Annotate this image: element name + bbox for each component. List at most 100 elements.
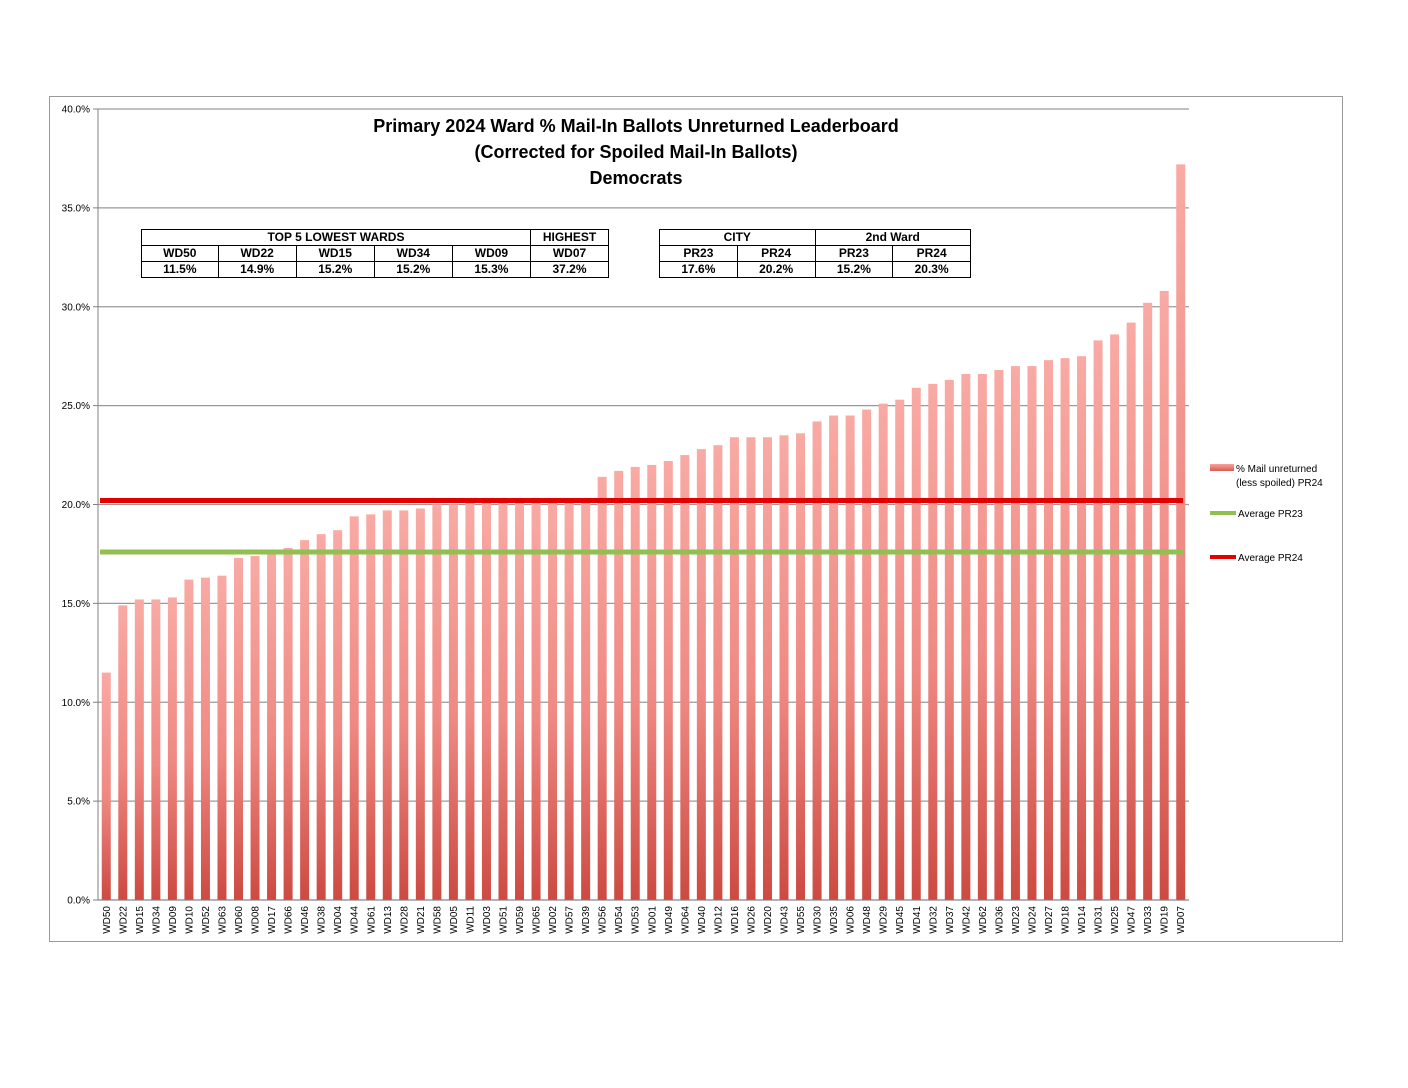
legend-label: Average PR23 bbox=[1238, 509, 1303, 520]
bar bbox=[267, 553, 277, 900]
bar bbox=[200, 577, 210, 900]
y-tick-label: 25.0% bbox=[62, 401, 90, 412]
average-value: 20.2% bbox=[736, 261, 816, 278]
bar bbox=[944, 379, 954, 901]
x-tick-label: WD59 bbox=[515, 906, 526, 934]
x-tick-label: WD51 bbox=[498, 906, 509, 934]
legend-label: % Mail unreturned bbox=[1236, 464, 1317, 475]
x-tick-label: WD21 bbox=[416, 906, 427, 934]
bar bbox=[1176, 164, 1186, 900]
x-tick-label: WD37 bbox=[945, 906, 956, 934]
bar bbox=[217, 575, 227, 900]
x-tick-label: WD65 bbox=[532, 906, 543, 934]
bar bbox=[994, 370, 1004, 900]
x-tick-label: WD25 bbox=[1110, 906, 1121, 934]
bar bbox=[184, 579, 194, 900]
lowest-wards-table: TOP 5 LOWEST WARDS HIGHEST WD50 WD22 WD1… bbox=[141, 229, 609, 278]
bar bbox=[779, 435, 789, 900]
x-tick-label: WD34 bbox=[151, 906, 162, 934]
bar bbox=[134, 599, 144, 900]
x-tick-label: WD16 bbox=[730, 906, 741, 934]
x-tick-label: WD53 bbox=[631, 906, 642, 934]
lowest-ward-name: WD22 bbox=[217, 245, 297, 262]
x-tick-label: WD06 bbox=[846, 906, 857, 934]
bar bbox=[911, 387, 921, 900]
chart-plot: 0.0% 5.0% 10.0% 15.0% 20.0% 25.0% 30.0% 35.0% 40… bbox=[62, 105, 1324, 934]
x-tick-label: WD11 bbox=[465, 906, 476, 933]
bar bbox=[1043, 360, 1053, 901]
x-tick-label: WD08 bbox=[251, 906, 262, 934]
lowest-ward-value: 15.2% bbox=[373, 261, 453, 278]
chart-frame: 0.0% 5.0% 10.0% 15.0% 20.0% 25.0% 30.0% 35.0% 40… bbox=[49, 96, 1343, 942]
chart-title-line-2: (Corrected for Spoiled Mail-In Ballots) bbox=[474, 142, 798, 162]
bar bbox=[167, 597, 177, 900]
bar bbox=[680, 455, 690, 900]
x-tick-label: WD19 bbox=[1160, 906, 1171, 934]
bar bbox=[961, 373, 971, 900]
average-column-label: PR23 bbox=[814, 245, 894, 262]
lowest-ward-name: WD50 bbox=[141, 245, 219, 262]
y-tick-label: 0.0% bbox=[67, 896, 90, 907]
bar bbox=[977, 373, 987, 900]
average-value: 17.6% bbox=[659, 261, 738, 278]
bar bbox=[118, 605, 128, 900]
bar bbox=[895, 399, 905, 900]
bar bbox=[465, 502, 475, 900]
y-tick-label: 30.0% bbox=[62, 302, 90, 313]
highest-ward-name: WD07 bbox=[530, 245, 609, 262]
lowest-ward-name: WD15 bbox=[295, 245, 375, 262]
bar bbox=[663, 460, 673, 900]
bar bbox=[250, 555, 260, 900]
x-tick-label: WD56 bbox=[598, 906, 609, 934]
chart-title-line-3: Democrats bbox=[589, 168, 683, 188]
x-tick-label: WD15 bbox=[135, 906, 146, 934]
highest-ward-value: 37.2% bbox=[530, 261, 609, 278]
x-tick-label: WD09 bbox=[168, 906, 179, 934]
y-tick-label: 5.0% bbox=[67, 797, 90, 808]
bar bbox=[531, 502, 541, 900]
bar bbox=[1110, 334, 1120, 900]
x-tick-label: WD40 bbox=[697, 906, 708, 934]
bar bbox=[1093, 340, 1103, 900]
bar bbox=[1143, 302, 1153, 900]
bar bbox=[630, 466, 640, 900]
bar bbox=[878, 403, 888, 900]
legend-label: (less spoiled) PR24 bbox=[1236, 478, 1323, 489]
x-tick-label: WD66 bbox=[284, 906, 295, 934]
x-tick-label: WD43 bbox=[780, 906, 791, 934]
bar bbox=[713, 445, 723, 900]
lowest-ward-name: WD34 bbox=[373, 245, 453, 262]
x-tick-label: WD41 bbox=[912, 906, 923, 934]
bar bbox=[283, 548, 293, 900]
x-tick-label: WD14 bbox=[1077, 906, 1088, 934]
bar bbox=[597, 476, 607, 900]
second-ward-header: 2nd Ward bbox=[814, 229, 971, 246]
x-tick-label: WD02 bbox=[548, 906, 559, 934]
x-tick-label: WD45 bbox=[895, 906, 906, 934]
x-tick-label: WD05 bbox=[449, 906, 460, 934]
x-tick-label: WD63 bbox=[217, 906, 228, 934]
x-tick-label: WD44 bbox=[350, 906, 361, 934]
legend-swatch-bars bbox=[1210, 464, 1234, 471]
bar bbox=[614, 470, 624, 900]
x-tick-label: WD62 bbox=[978, 906, 989, 934]
bar bbox=[1010, 366, 1020, 900]
x-tick-label: WD04 bbox=[333, 906, 344, 934]
bar bbox=[729, 437, 739, 900]
y-tick-label: 15.0% bbox=[62, 599, 90, 610]
legend-label: Average PR24 bbox=[1238, 553, 1303, 564]
bar bbox=[366, 514, 376, 900]
bar bbox=[1077, 356, 1087, 900]
bar bbox=[862, 409, 872, 900]
x-tick-label: WD33 bbox=[1143, 906, 1154, 934]
bar bbox=[762, 437, 772, 900]
x-tick-label: WD64 bbox=[680, 906, 691, 934]
averages-table: CITY 2nd Ward PR23 PR24 PR23 PR24 17.6% … bbox=[659, 229, 971, 278]
lowest-ward-value: 14.9% bbox=[217, 261, 297, 278]
average-value: 15.2% bbox=[814, 261, 894, 278]
x-tick-label: WD52 bbox=[201, 906, 212, 934]
x-tick-label: WD49 bbox=[664, 906, 675, 934]
y-tick-label: 35.0% bbox=[62, 203, 90, 214]
x-tick-label: WD48 bbox=[862, 906, 873, 934]
bar bbox=[316, 534, 326, 900]
